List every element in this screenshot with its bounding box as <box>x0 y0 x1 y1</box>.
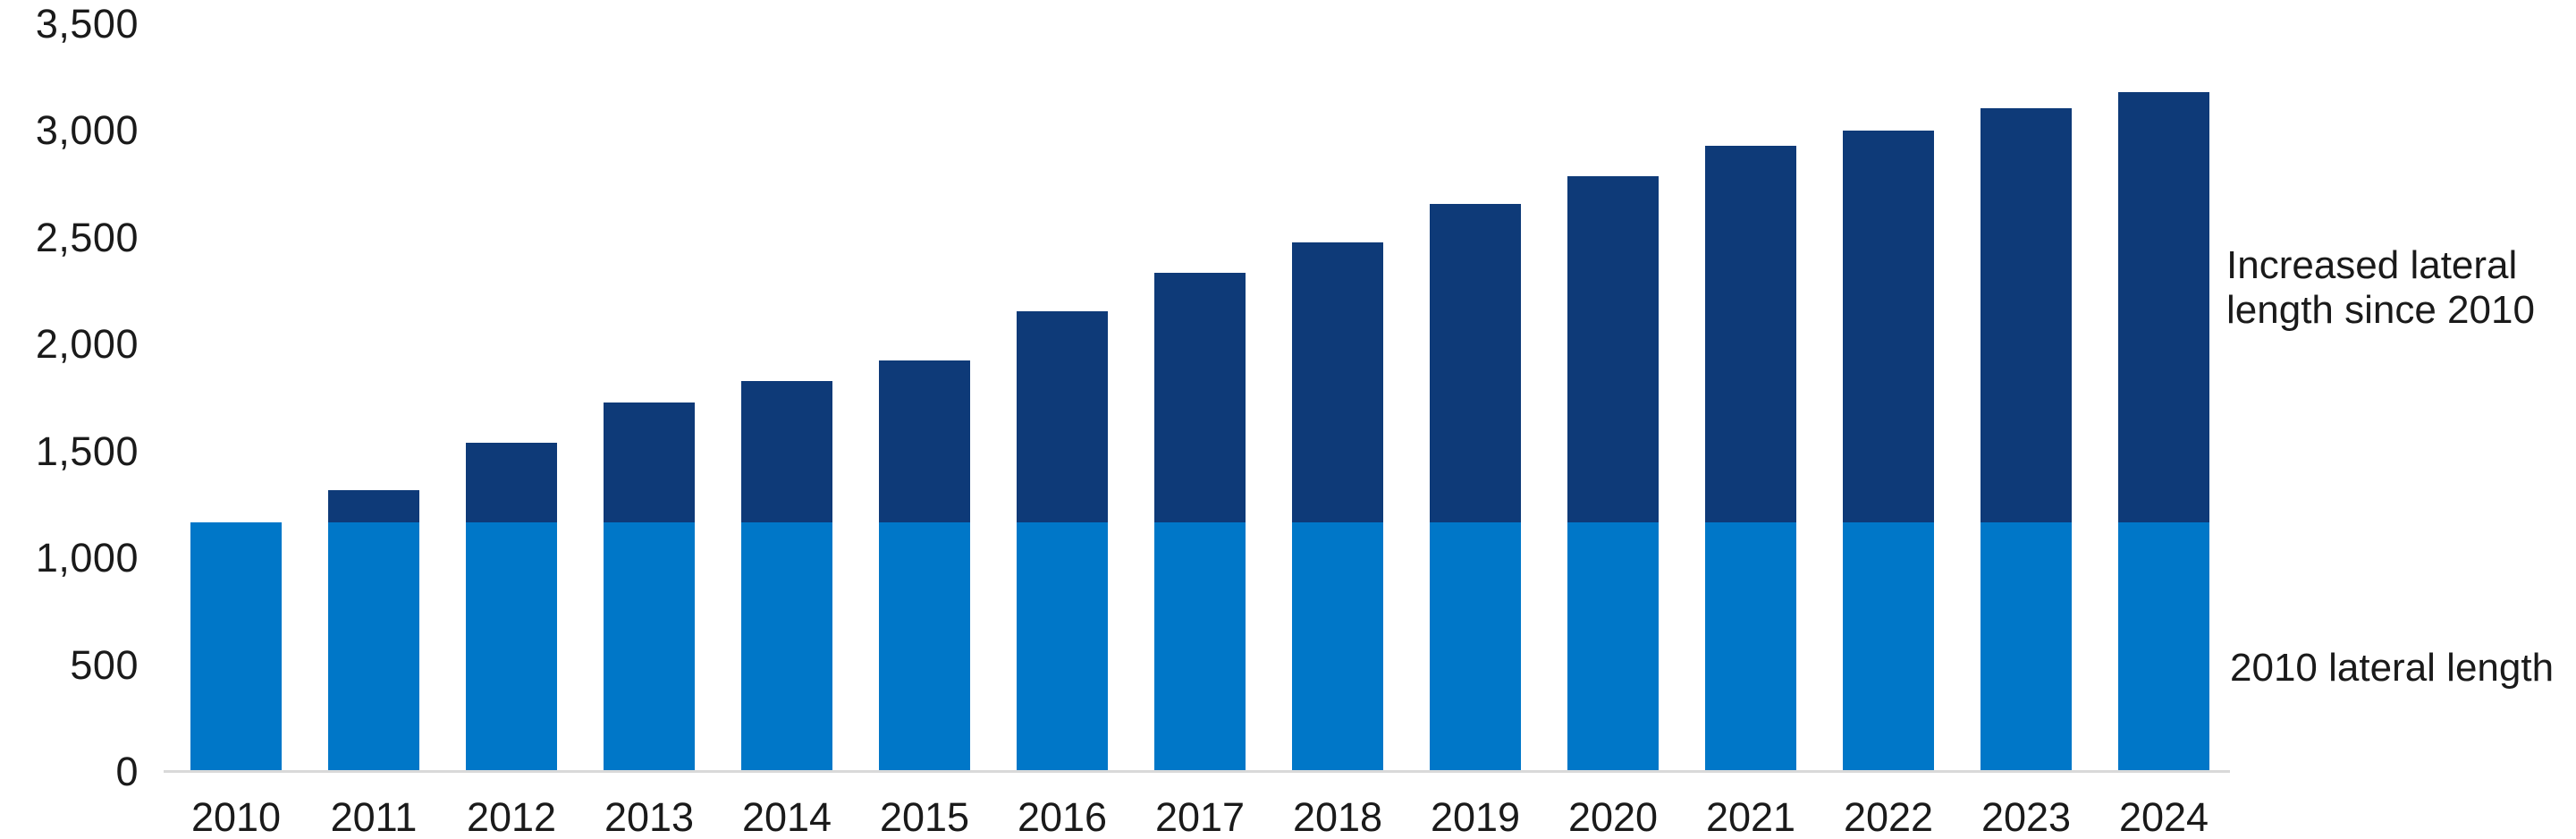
bar-2015-increase-segment <box>879 360 970 522</box>
bar-2011-base-segment <box>328 521 419 772</box>
y-tick-label-500: 500 <box>70 641 139 688</box>
x-tick-label-2023: 2023 <box>1981 794 2072 839</box>
bar-2021-base-segment <box>1705 521 1796 772</box>
y-tick-label-2500: 2,500 <box>35 214 139 260</box>
bar-2020-increase-segment <box>1567 175 1659 522</box>
x-tick-label-2020: 2020 <box>1567 794 1659 839</box>
bar-2020-base-segment <box>1567 521 1659 772</box>
bar-2011-increase-segment <box>328 489 419 522</box>
bar-2024-base-segment <box>2118 521 2209 772</box>
bar-2013-base-segment <box>604 521 695 772</box>
x-tick-label-2015: 2015 <box>879 794 970 839</box>
bar-2019-increase-segment <box>1430 203 1521 522</box>
y-tick-label-1000: 1,000 <box>35 535 139 581</box>
y-tick-label-2000: 2,000 <box>35 321 139 368</box>
bar-2013-increase-segment <box>604 402 695 522</box>
bar-2016-base-segment <box>1017 521 1108 772</box>
annotation-increased-lateral-length: Increased lateral length since 2010 <box>2226 243 2535 333</box>
x-tick-label-2012: 2012 <box>466 794 557 839</box>
bar-2018-base-segment <box>1292 521 1383 772</box>
y-tick-label-1500: 1,500 <box>35 428 139 474</box>
y-tick-label-0: 0 <box>115 749 139 794</box>
annotation-2010-lateral-length: 2010 lateral length <box>2230 646 2555 690</box>
x-tick-label-2014: 2014 <box>741 794 832 839</box>
bar-2019-base-segment <box>1430 521 1521 772</box>
bar-2022-base-segment <box>1843 521 1934 772</box>
bar-2014-increase-segment <box>741 380 832 522</box>
x-tick-label-2024: 2024 <box>2118 794 2209 839</box>
bar-2024-increase-segment <box>2118 92 2209 522</box>
bar-2014-base-segment <box>741 521 832 772</box>
x-tick-label-2021: 2021 <box>1705 794 1796 839</box>
bar-2012-base-segment <box>466 521 557 772</box>
bar-2015-base-segment <box>879 521 970 772</box>
x-tick-label-2010: 2010 <box>190 794 282 839</box>
x-tick-label-2016: 2016 <box>1017 794 1108 839</box>
x-tick-label-2018: 2018 <box>1292 794 1383 839</box>
bar-2018-increase-segment <box>1292 242 1383 522</box>
bar-2023-base-segment <box>1981 521 2072 772</box>
bar-2012-increase-segment <box>466 443 557 522</box>
bar-2021-increase-segment <box>1705 146 1796 522</box>
y-tick-label-3000: 3,000 <box>35 107 139 154</box>
x-tick-label-2013: 2013 <box>604 794 695 839</box>
x-tick-label-2017: 2017 <box>1154 794 1246 839</box>
bar-2022-increase-segment <box>1843 131 1934 522</box>
annotation-line-1: Increased lateral <box>2226 243 2518 287</box>
x-tick-label-2011: 2011 <box>330 794 418 839</box>
bar-2017-increase-segment <box>1154 273 1246 522</box>
bar-2010-base-segment <box>190 521 282 772</box>
x-tick-label-2019: 2019 <box>1430 794 1521 839</box>
y-tick-label-3500: 3,500 <box>35 1 139 47</box>
bar-2017-base-segment <box>1154 521 1246 772</box>
bar-2016-increase-segment <box>1017 311 1108 522</box>
annotation-line-2: length since 2010 <box>2226 288 2535 332</box>
x-tick-label-2022: 2022 <box>1843 794 1934 839</box>
x-axis-line <box>164 770 2230 773</box>
bar-2023-increase-segment <box>1981 108 2072 522</box>
